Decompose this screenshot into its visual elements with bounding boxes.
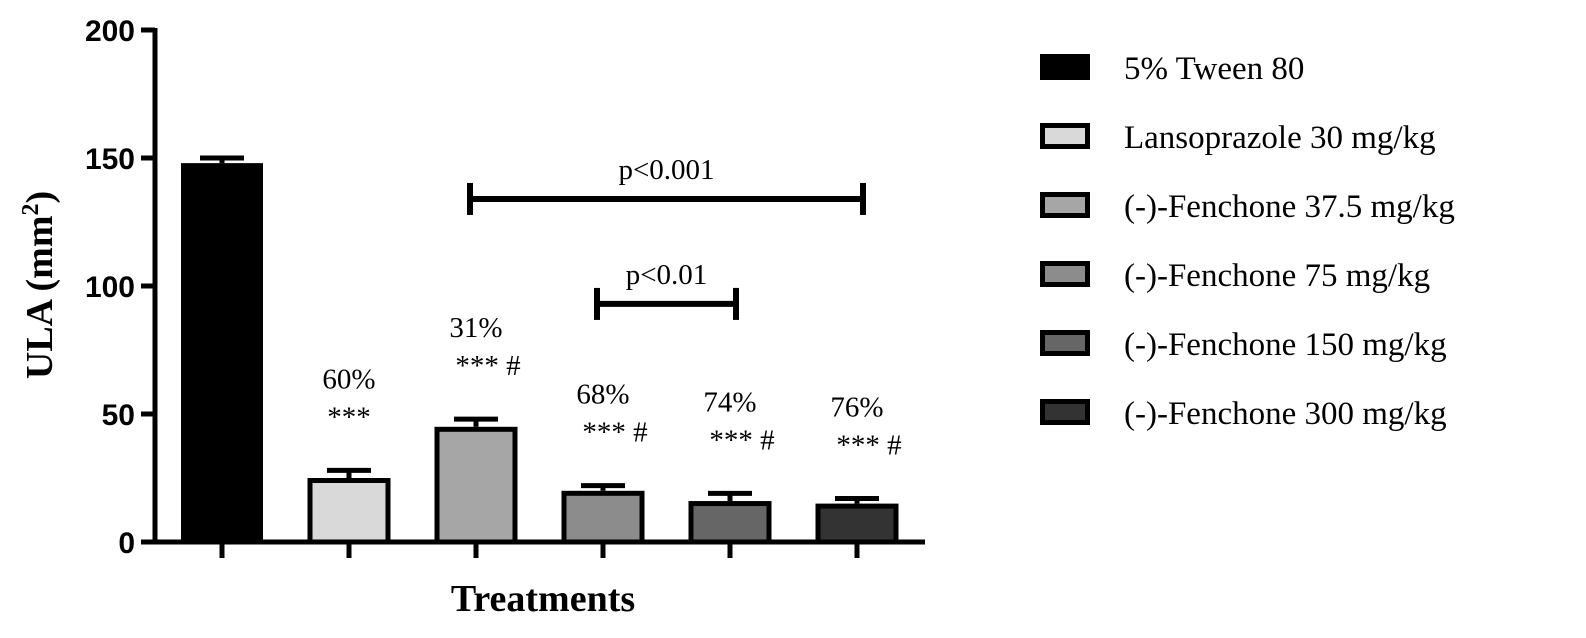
legend-label: (-)-Fenchone 37.5 mg/kg: [1124, 189, 1455, 225]
significance-label: *** #: [836, 429, 901, 461]
percent-label: 74%: [703, 386, 756, 418]
bar: [181, 163, 263, 542]
legend-label: (-)-Fenchone 75 mg/kg: [1124, 258, 1430, 294]
percent-label: 60%: [322, 363, 375, 395]
legend-swatch: [1040, 330, 1090, 356]
axes: [152, 28, 925, 558]
significance-label: ***: [327, 401, 371, 433]
legend-label: 5% Tween 80: [1124, 51, 1304, 87]
legend-swatch: [1040, 261, 1090, 287]
legend-swatch: [1040, 399, 1090, 425]
x-axis-title: Treatments: [451, 578, 635, 620]
bars: [181, 155, 899, 545]
y-axis-title: ULA (mm2): [18, 191, 61, 379]
bar: [307, 478, 391, 545]
y-tick-label: 150: [85, 143, 135, 176]
significance-brackets: p<0.001 p<0.01: [467, 154, 866, 320]
significance-label: *** #: [582, 417, 647, 449]
y-tick-label: 50: [102, 399, 135, 432]
bracket-label: p<0.001: [618, 154, 714, 186]
percent-label: 76%: [830, 391, 883, 423]
y-tick-label: 200: [85, 15, 135, 48]
y-axis-ticks: 0 50 100 150 200: [85, 15, 155, 560]
legend-label: (-)-Fenchone 300 mg/kg: [1124, 396, 1447, 432]
bracket-label: p<0.01: [626, 259, 708, 291]
bar-annotations: 60% *** 31% *** # 68% *** # 74% *** # 76% *** #: [322, 312, 901, 461]
legend-label: Lansoprazole 30 mg/kg: [1124, 120, 1436, 156]
significance-label: *** #: [709, 424, 774, 456]
legend-swatch: [1040, 192, 1090, 218]
legend: 5% Tween 80 Lansoprazole 30 mg/kg (-)-Fenc…: [1040, 51, 1455, 432]
legend-swatch: [1040, 123, 1090, 149]
bar: [815, 503, 899, 545]
significance-label: *** #: [455, 350, 520, 382]
percent-label: 31%: [449, 312, 502, 344]
legend-label: (-)-Fenchone 150 mg/kg: [1124, 327, 1447, 363]
legend-swatch: [1040, 54, 1090, 80]
bar: [688, 501, 772, 545]
bar: [561, 490, 645, 545]
y-tick-label: 100: [85, 271, 135, 304]
y-tick-label: 0: [118, 527, 135, 560]
percent-label: 68%: [576, 379, 629, 411]
bar: [434, 426, 518, 545]
